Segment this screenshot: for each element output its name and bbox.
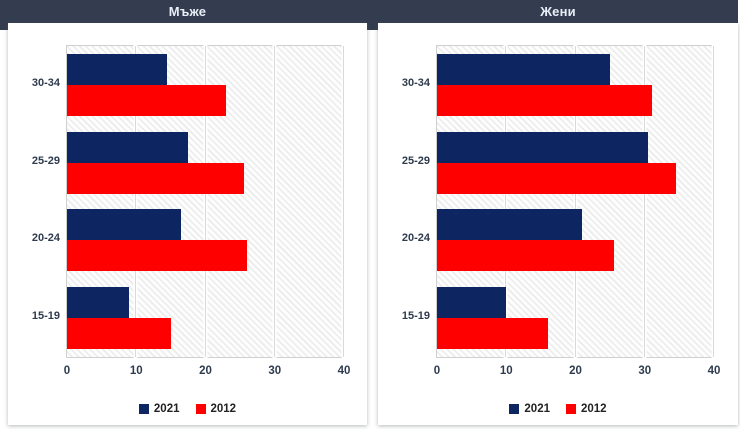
chart-panel-women: 30-34 25-29 20-24 15-19 0 10 20 30 40 2021 2012 [378, 23, 738, 425]
bar-2012-15-19 [437, 318, 548, 350]
legend-label: 2021 [524, 403, 550, 415]
y-axis-label: 20-24 [31, 232, 60, 245]
legend: 2021 2012 [8, 403, 367, 415]
chart-panel-men: 30-34 25-29 20-24 15-19 0 10 20 30 40 2021 2012 [8, 23, 367, 425]
bar-group-20-24 [437, 202, 714, 280]
legend-item-2021: 2021 [138, 403, 180, 415]
bar-2012-25-29 [67, 162, 244, 194]
x-axis-tick: 30 [638, 365, 652, 377]
bar-2012-30-34 [67, 84, 227, 116]
bar-2012-15-19 [67, 318, 171, 350]
bar-2021-25-29 [437, 131, 649, 163]
gridline [135, 46, 137, 357]
bar-2012-20-24 [67, 240, 248, 272]
x-axis-tick: 20 [569, 365, 582, 377]
chart-title-men: Мъже [168, 4, 207, 19]
legend-label: 2012 [581, 403, 607, 415]
plot-area-men [66, 45, 345, 358]
gridline [343, 46, 344, 357]
bar-group-15-19 [67, 279, 344, 357]
y-axis-label: 30-34 [31, 76, 60, 89]
bar-2021-20-24 [67, 209, 182, 241]
legend-swatch-2021 [138, 404, 149, 414]
legend: 2021 2012 [378, 403, 738, 415]
gridline [505, 46, 507, 357]
legend-swatch-2021 [509, 404, 520, 414]
x-axis-tick: 30 [268, 365, 282, 377]
bar-group-30-34 [67, 46, 344, 124]
legend-item-2012: 2012 [195, 403, 237, 415]
gridline [643, 46, 645, 357]
gridline [273, 46, 275, 357]
gridline [204, 46, 206, 357]
legend-item-2012: 2012 [566, 403, 607, 415]
x-axis-tick: 40 [707, 365, 721, 377]
bar-group-30-34 [437, 46, 714, 124]
gridline [574, 46, 576, 357]
x-axis-tick: 10 [129, 365, 143, 377]
plot-area-women [436, 45, 715, 358]
x-axis-tick: 0 [63, 365, 71, 377]
y-axis-label: 25-29 [31, 154, 60, 167]
x-axis-tick: 0 [433, 365, 441, 377]
bar-2021-20-24 [437, 209, 583, 241]
bar-group-20-24 [67, 202, 344, 280]
y-axis-label: 20-24 [401, 232, 430, 245]
x-axis-tick: 20 [199, 365, 212, 377]
bar-group-25-29 [437, 124, 714, 202]
legend-swatch-2012 [566, 404, 576, 414]
legend-label: 2021 [153, 403, 180, 415]
legend-label: 2012 [210, 403, 237, 415]
bar-2012-25-29 [437, 162, 676, 194]
bar-2012-20-24 [437, 240, 614, 272]
y-axis-label: 15-19 [401, 310, 430, 323]
bar-2021-30-34 [437, 53, 611, 85]
bar-2021-15-19 [437, 287, 507, 319]
gridline [713, 46, 714, 357]
bar-2021-30-34 [67, 53, 168, 85]
x-axis-tick: 40 [337, 365, 351, 377]
bar-group-25-29 [67, 124, 344, 202]
y-axis-label: 15-19 [31, 310, 60, 323]
legend-item-2021: 2021 [509, 403, 550, 415]
x-axis-tick: 10 [499, 365, 513, 377]
legend-swatch-2012 [195, 404, 206, 414]
bar-2021-15-19 [67, 287, 130, 319]
y-axis-label: 25-29 [401, 154, 430, 167]
bar-2021-25-29 [67, 131, 189, 163]
chart-title-women: Жени [540, 4, 576, 19]
y-axis-label: 30-34 [401, 76, 430, 89]
bar-2012-30-34 [437, 84, 652, 116]
bar-group-15-19 [437, 279, 714, 357]
